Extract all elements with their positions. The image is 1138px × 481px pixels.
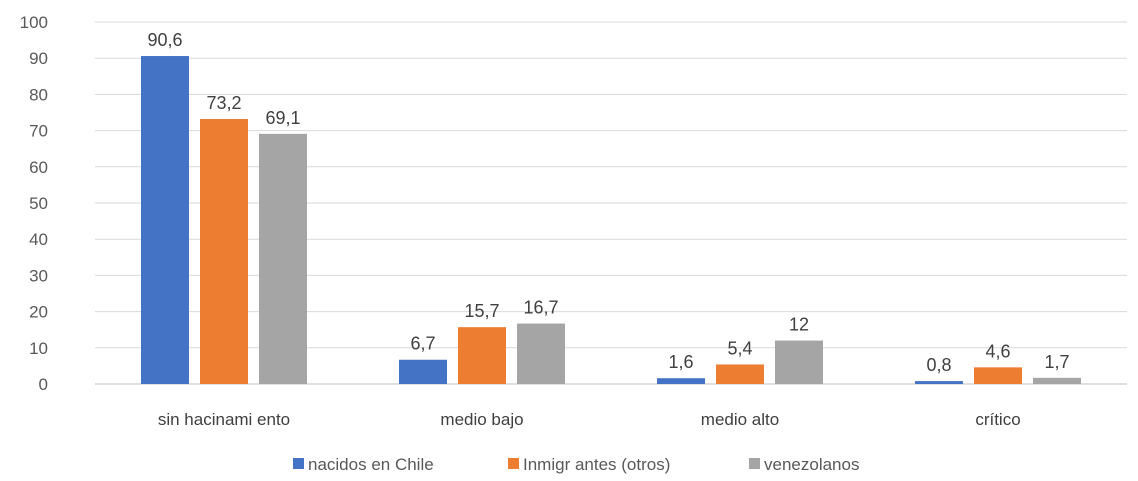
y-tick-label: 70 xyxy=(29,122,48,141)
data-label: 1,7 xyxy=(1044,352,1069,372)
y-tick-label: 80 xyxy=(29,85,48,104)
data-label: 12 xyxy=(789,315,809,335)
legend-label: Inmigr antes (otros) xyxy=(523,455,670,474)
y-tick-label: 40 xyxy=(29,230,48,249)
y-tick-label: 10 xyxy=(29,339,48,358)
y-tick-label: 0 xyxy=(39,375,48,394)
bar xyxy=(399,359,447,384)
data-label: 1,6 xyxy=(668,352,693,372)
legend-swatch xyxy=(508,458,519,469)
bar xyxy=(458,327,506,384)
bar xyxy=(200,119,248,385)
bar xyxy=(259,133,307,384)
legend: nacidos en Chile Inmigr antes (otros) vene… xyxy=(293,455,859,474)
legend-label: venezolanos xyxy=(764,455,859,474)
y-tick-label: 60 xyxy=(29,158,48,177)
bar xyxy=(716,364,764,384)
y-axis-ticks: 0 10 20 30 40 50 60 70 80 90 100 xyxy=(20,13,48,394)
y-tick-label: 90 xyxy=(29,49,48,68)
bar xyxy=(141,56,189,384)
data-label: 15,7 xyxy=(464,301,499,321)
x-axis-categories: sin hacinami ento medio bajo medio alto crí… xyxy=(158,410,1021,429)
x-category-label: crítico xyxy=(975,410,1020,429)
bar xyxy=(775,340,823,384)
data-label: 16,7 xyxy=(523,298,558,318)
bar xyxy=(657,378,705,384)
bars xyxy=(141,56,1081,385)
gridlines xyxy=(95,21,1127,385)
bar xyxy=(517,323,565,384)
bar xyxy=(1033,377,1081,384)
data-label: 69,1 xyxy=(265,108,300,128)
bar xyxy=(915,381,963,384)
y-tick-label: 50 xyxy=(29,194,48,213)
data-label: 5,4 xyxy=(727,338,752,358)
y-tick-label: 100 xyxy=(20,13,48,32)
legend-swatch xyxy=(749,458,760,469)
x-category-label: medio bajo xyxy=(440,410,523,429)
y-tick-label: 20 xyxy=(29,303,48,322)
legend-label: nacidos en Chile xyxy=(308,455,434,474)
data-label: 73,2 xyxy=(206,93,241,113)
data-label: 4,6 xyxy=(985,341,1010,361)
legend-swatch xyxy=(293,458,304,469)
data-label: 90,6 xyxy=(147,30,182,50)
data-label: 0,8 xyxy=(926,355,951,375)
data-label: 6,7 xyxy=(410,334,435,354)
x-category-label: medio alto xyxy=(701,410,779,429)
y-tick-label: 30 xyxy=(29,266,48,285)
data-labels: 90,6 73,2 69,1 6,7 15,7 16,7 1,6 5,4 12 0,8 4,6 1,7 xyxy=(147,30,1069,375)
bar xyxy=(974,367,1022,384)
x-category-label: sin hacinami ento xyxy=(158,410,290,429)
